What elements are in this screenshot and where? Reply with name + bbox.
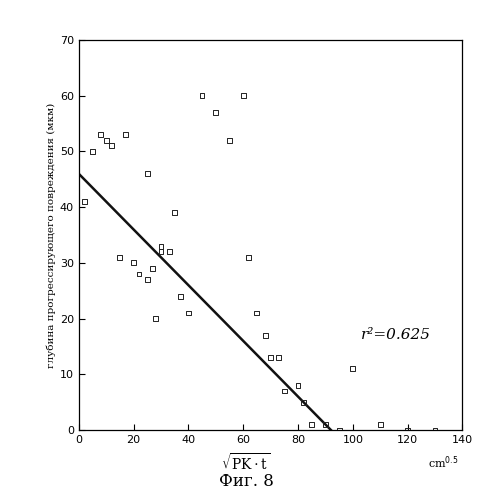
Point xyxy=(176,292,184,300)
Point xyxy=(108,142,116,150)
Text: Фиг. 8: Фиг. 8 xyxy=(218,473,274,490)
Point xyxy=(308,420,316,428)
Text: $\sqrt{\mathregular{PK \cdot t}}$: $\sqrt{\mathregular{PK \cdot t}}$ xyxy=(221,452,271,473)
Point xyxy=(165,248,173,256)
Point xyxy=(157,248,165,256)
Point xyxy=(89,148,96,156)
Point xyxy=(157,242,165,250)
Point xyxy=(97,130,105,138)
Text: r²=0.625: r²=0.625 xyxy=(361,328,431,342)
Point xyxy=(275,354,283,362)
Point xyxy=(212,108,220,116)
Point xyxy=(267,354,275,362)
Point xyxy=(135,270,143,278)
Point xyxy=(431,426,439,434)
Point xyxy=(280,387,288,395)
Point xyxy=(171,208,179,216)
Point xyxy=(198,92,206,100)
Point xyxy=(300,398,308,406)
Point xyxy=(376,420,384,428)
Point xyxy=(184,309,192,317)
Point xyxy=(294,382,302,390)
Text: cm$^{0.5}$: cm$^{0.5}$ xyxy=(428,454,458,471)
Point xyxy=(239,92,247,100)
Point xyxy=(80,198,88,205)
Point xyxy=(225,136,233,144)
Point xyxy=(102,136,110,144)
Point xyxy=(321,420,329,428)
Point xyxy=(335,426,343,434)
Point xyxy=(149,264,156,272)
Y-axis label: глубина прогрессирующего повреждения (мкм): глубина прогрессирующего повреждения (мк… xyxy=(46,102,56,368)
Point xyxy=(143,276,151,283)
Point xyxy=(253,309,261,317)
Point xyxy=(404,426,412,434)
Point xyxy=(152,314,159,322)
Point xyxy=(122,130,129,138)
Point xyxy=(261,332,269,340)
Point xyxy=(245,254,252,262)
Point xyxy=(349,364,357,372)
Point xyxy=(116,254,124,262)
Point xyxy=(143,170,151,177)
Point xyxy=(129,259,137,267)
